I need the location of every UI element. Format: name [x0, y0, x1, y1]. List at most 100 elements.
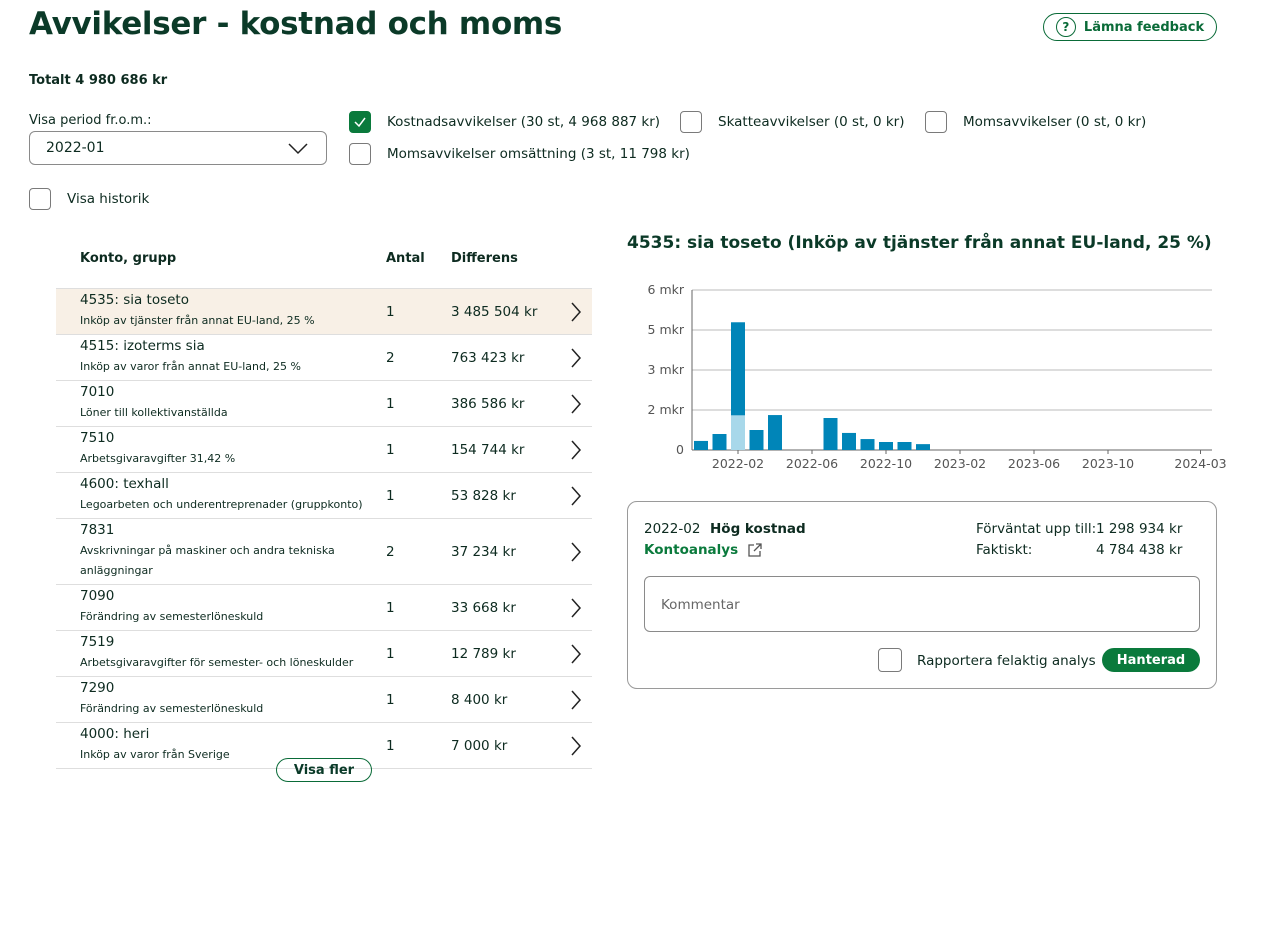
comment-input[interactable]: Kommentar [644, 576, 1200, 632]
account: 4535: sia toseto [80, 292, 189, 308]
account: 7831 [80, 522, 115, 538]
y-tick-label: 6 mkr [648, 282, 685, 297]
table-row[interactable]: 7519 Arbetsgivaravgifter för semester- oc… [56, 631, 592, 677]
bar [768, 415, 782, 450]
chart-title: 4535: sia toseto (Inköp av tjänster från… [627, 233, 1212, 253]
x-tick-label: 2023-02 [934, 456, 986, 471]
bar [879, 442, 893, 450]
detail-card [627, 501, 1217, 689]
chevron [571, 542, 582, 561]
account: 7010 [80, 384, 115, 400]
group: Löner till kollektivanställda [80, 406, 228, 419]
expected-value: 1 298 934 kr [1096, 521, 1183, 537]
count: 2 [386, 349, 395, 366]
account: 7510 [80, 430, 115, 446]
bar [731, 322, 745, 416]
table-row[interactable]: 4515: izoterms sia Inköp av varor från an… [56, 335, 592, 381]
table-row[interactable]: 7510 Arbetsgivaravgifter 31,42 % 1 154 744 … [56, 427, 592, 473]
table-row[interactable]: 4535: sia toseto Inköp av tjänster från a… [56, 289, 592, 335]
count: 1 [386, 737, 395, 754]
table-row[interactable]: 7831 Avskrivningar på maskiner och andra … [56, 519, 592, 585]
option-label: Momsavvikelser omsättning (3 st, 11 798 … [387, 146, 690, 162]
checkbox [680, 111, 702, 133]
group: Inköp av varor från annat EU-land, 25 % [80, 360, 301, 373]
x-tick-label: 2022-10 [860, 456, 912, 471]
table-row[interactable]: 4600: texhall Legoarbeten och underentrep… [56, 473, 592, 519]
feedback-button[interactable]: ? Lämna feedback [1043, 13, 1217, 41]
checkbox [349, 111, 371, 133]
actual-value: 4 784 438 kr [1096, 542, 1183, 558]
table-row[interactable]: 7010 Löner till kollektivanställda 1 386 58… [56, 381, 592, 427]
group: Inköp av tjänster från annat EU-land, 25… [80, 314, 315, 327]
x-tick-label: 2023-06 [1008, 456, 1060, 471]
table-row[interactable]: 4000: heri Inköp av varor från Sverige 1 7 … [56, 723, 592, 769]
y-tick-label: 0 [676, 442, 684, 457]
filter-option[interactable]: Momsavvikelser (0 st, 0 kr) [925, 111, 1146, 133]
option-label: Skatteavvikelser (0 st, 0 kr) [718, 114, 905, 130]
chevron [571, 440, 582, 459]
account-cell: 7090 Förändring av semesterlöneskuld [56, 585, 386, 630]
group: Förändring av semesterlöneskuld [80, 610, 264, 623]
filter-option[interactable]: Skatteavvikelser (0 st, 0 kr) [680, 111, 904, 133]
table-row[interactable]: 7090 Förändring av semesterlöneskuld 1 33 6… [56, 585, 592, 631]
history-option[interactable]: Visa historik [29, 188, 149, 210]
count: 1 [386, 303, 395, 320]
total: Totalt 4 980 686 kr [29, 73, 168, 88]
table-row[interactable]: 7290 Förändring av semesterlöneskuld 1 8 40… [56, 677, 592, 723]
x-tick-label: 2023-10 [1082, 456, 1134, 471]
group: Arbetsgivaravgifter 31,42 % [80, 452, 236, 465]
account-cell: 7010 Löner till kollektivanställda [56, 381, 386, 426]
account-cell: 7831 Avskrivningar på maskiner och andra … [56, 519, 386, 584]
bar [823, 418, 838, 450]
checkbox [925, 111, 947, 133]
handled-button[interactable]: Hanterad [1102, 648, 1200, 672]
period-select[interactable]: 2022-01 [29, 131, 327, 165]
bar [916, 444, 930, 450]
diff: 37 234 kr [451, 543, 516, 560]
chevron [571, 302, 582, 321]
group: Legoarbeten och underentreprenader (grup… [80, 498, 363, 511]
filter-option[interactable]: Momsavvikelser omsättning (3 st, 11 798 … [349, 143, 690, 165]
period-value: 2022-01 [46, 140, 105, 156]
report-label: Rapportera felaktig analys [917, 653, 1096, 669]
count: 2 [386, 543, 395, 560]
account: 7519 [80, 634, 115, 650]
period-label: Visa period fr.o.m.: [29, 113, 152, 128]
y-tick-label: 2 mkr [648, 402, 685, 417]
filter-option[interactable]: Kostnadsavvikelser (30 st, 4 968 887 kr) [349, 111, 660, 133]
show-more-button[interactable]: Visa fler [276, 758, 372, 782]
bar [694, 440, 708, 450]
page-title: Avvikelser - kostnad och moms [29, 6, 563, 42]
detail-status: Hög kostnad [710, 521, 806, 537]
external-icon [748, 543, 762, 557]
checkbox [29, 188, 51, 210]
y-tick-label: 5 mkr [648, 322, 685, 337]
account-analysis-link[interactable]: Kontoanalys [644, 542, 762, 558]
link-label: Kontoanalys [644, 542, 739, 558]
history-label: Visa historik [67, 191, 150, 207]
detail-period: 2022-02 [644, 521, 701, 537]
x-tick-label: 2024-03 [1174, 456, 1226, 471]
chevron [571, 348, 582, 367]
report-checkbox[interactable] [878, 648, 902, 672]
chevron [571, 598, 582, 617]
option-label: Kostnadsavvikelser (30 st, 4 968 887 kr) [387, 114, 661, 130]
bar [897, 442, 912, 450]
x-tick-label: 2022-06 [786, 456, 838, 471]
chart: 0 2 mkr 3 mkr 5 mkr 6 mkr 2022-02 2022-06 2022-… [648, 282, 1227, 471]
col-header: Differens [451, 251, 518, 266]
expected-label: Förväntat upp till: [976, 521, 1097, 537]
account-cell: 7510 Arbetsgivaravgifter 31,42 % [56, 427, 386, 472]
bar [749, 430, 764, 450]
help-icon: ? [1055, 17, 1076, 37]
account-table: 4535: sia toseto Inköp av tjänster från a… [56, 288, 592, 769]
chevron [571, 736, 582, 755]
group: Avskrivningar på maskiner och andra tekn… [80, 544, 335, 577]
bar [860, 439, 875, 450]
chevron [571, 690, 582, 709]
feedback-label: Lämna feedback [1083, 19, 1205, 35]
count: 1 [386, 441, 395, 458]
diff: 7 000 kr [451, 737, 508, 754]
dropdown-icon [288, 143, 308, 155]
